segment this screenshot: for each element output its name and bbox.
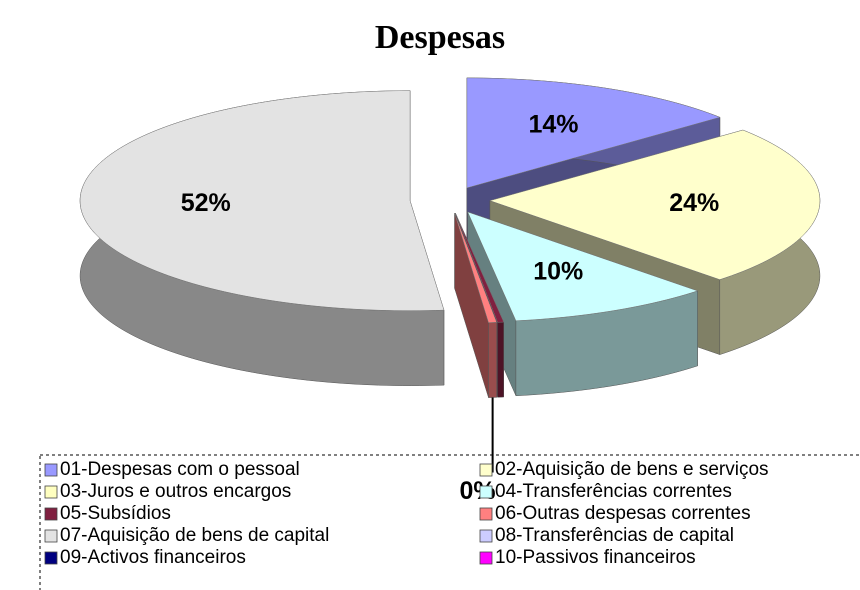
legend-swatch [44,507,58,521]
data-label: 14% [528,111,578,139]
slice [489,129,821,280]
legend-label: 03-Juros e outros encargos [60,481,291,502]
slice [454,213,498,323]
legend-label: 04-Transferências correntes [495,481,732,502]
legend-label: 08-Transferências de capital [495,525,734,546]
slice-side [488,322,497,398]
slice [455,213,505,323]
data-label: 52% [181,189,231,217]
legend-box [39,454,860,590]
legend-swatch [479,463,493,477]
slice-side [497,321,504,398]
legend-swatch [44,463,58,477]
legend-swatch [44,529,58,543]
slice [466,77,721,189]
chart-title: Despesas [375,19,505,56]
slice [467,211,699,322]
legend-swatch [44,551,58,565]
legend-label: 09-Activos financeiros [60,547,246,568]
legend-swatch [479,551,493,565]
legend-label: 10-Passivos financeiros [495,547,696,568]
legend-swatch [479,507,493,521]
legend-label: 02-Aquisição de bens e serviços [495,459,769,480]
legend-label: 05-Subsídios [60,503,171,524]
legend-label: 06-Outras despesas correntes [495,503,751,524]
legend-swatch [479,485,493,499]
legend-label: 07-Aquisição de bens de capital [60,525,329,546]
data-label: 24% [669,189,719,217]
data-label: 10% [533,258,583,286]
slice [79,90,445,311]
legend-label: 01-Despesas com o pessoal [60,459,300,480]
legend-swatch [44,485,58,499]
legend-swatch [479,529,493,543]
